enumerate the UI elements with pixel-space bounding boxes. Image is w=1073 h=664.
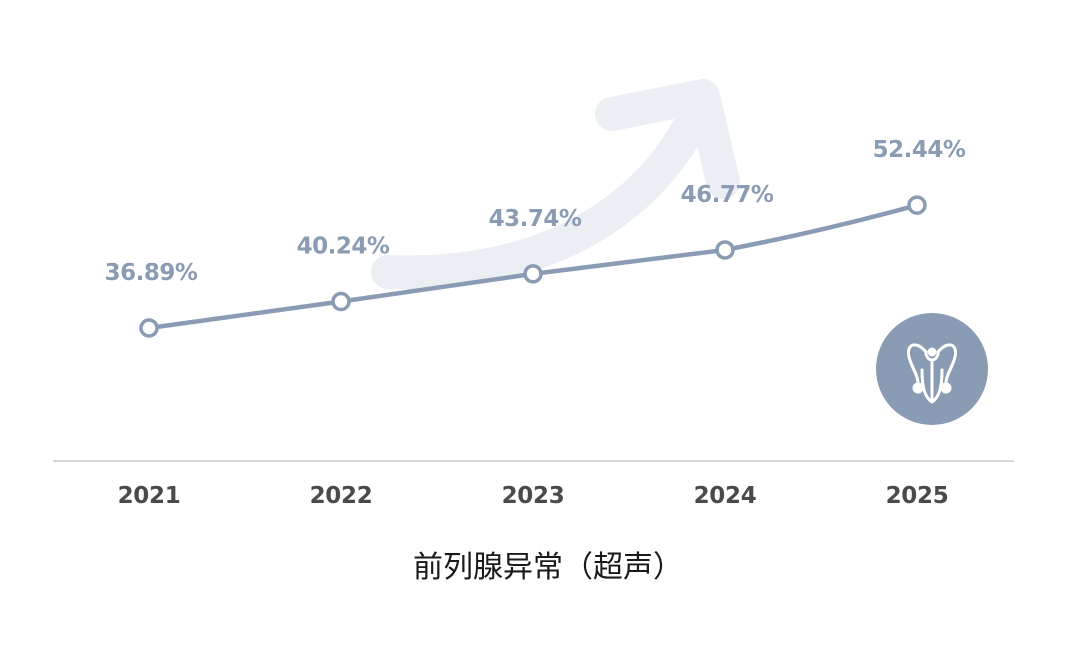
data-labels: 36.89% 40.24% 43.74% 46.77% 52.44%: [105, 137, 967, 286]
prostate-organ-icon: [876, 313, 988, 425]
x-tick-labels: 2021 2022 2023 2024 2025: [118, 483, 949, 509]
x-tick-2023: 2023: [502, 483, 565, 509]
data-label-2024: 46.77%: [681, 182, 774, 208]
chart-caption: 前列腺异常（超声）: [413, 550, 683, 585]
data-label-2023: 43.74%: [489, 206, 582, 232]
trend-arrow-shaft: [371, 83, 720, 290]
x-tick-2024: 2024: [694, 483, 757, 509]
data-label-2021: 36.89%: [105, 260, 198, 286]
data-point-2023: [523, 264, 543, 284]
data-label-2025: 52.44%: [873, 137, 966, 163]
trend-arrow-decoration: [371, 79, 740, 290]
data-point-2022: [331, 291, 351, 312]
data-label-2022: 40.24%: [297, 234, 390, 260]
data-points: [139, 195, 927, 338]
trend-arrow-head: [595, 79, 740, 199]
data-point-2021: [139, 318, 159, 338]
icon-glyph: [906, 343, 958, 404]
data-point-2025: [907, 195, 927, 215]
x-tick-2025: 2025: [886, 483, 949, 509]
x-tick-2021: 2021: [118, 483, 181, 509]
data-point-2024: [715, 240, 735, 260]
x-tick-2022: 2022: [310, 483, 373, 509]
